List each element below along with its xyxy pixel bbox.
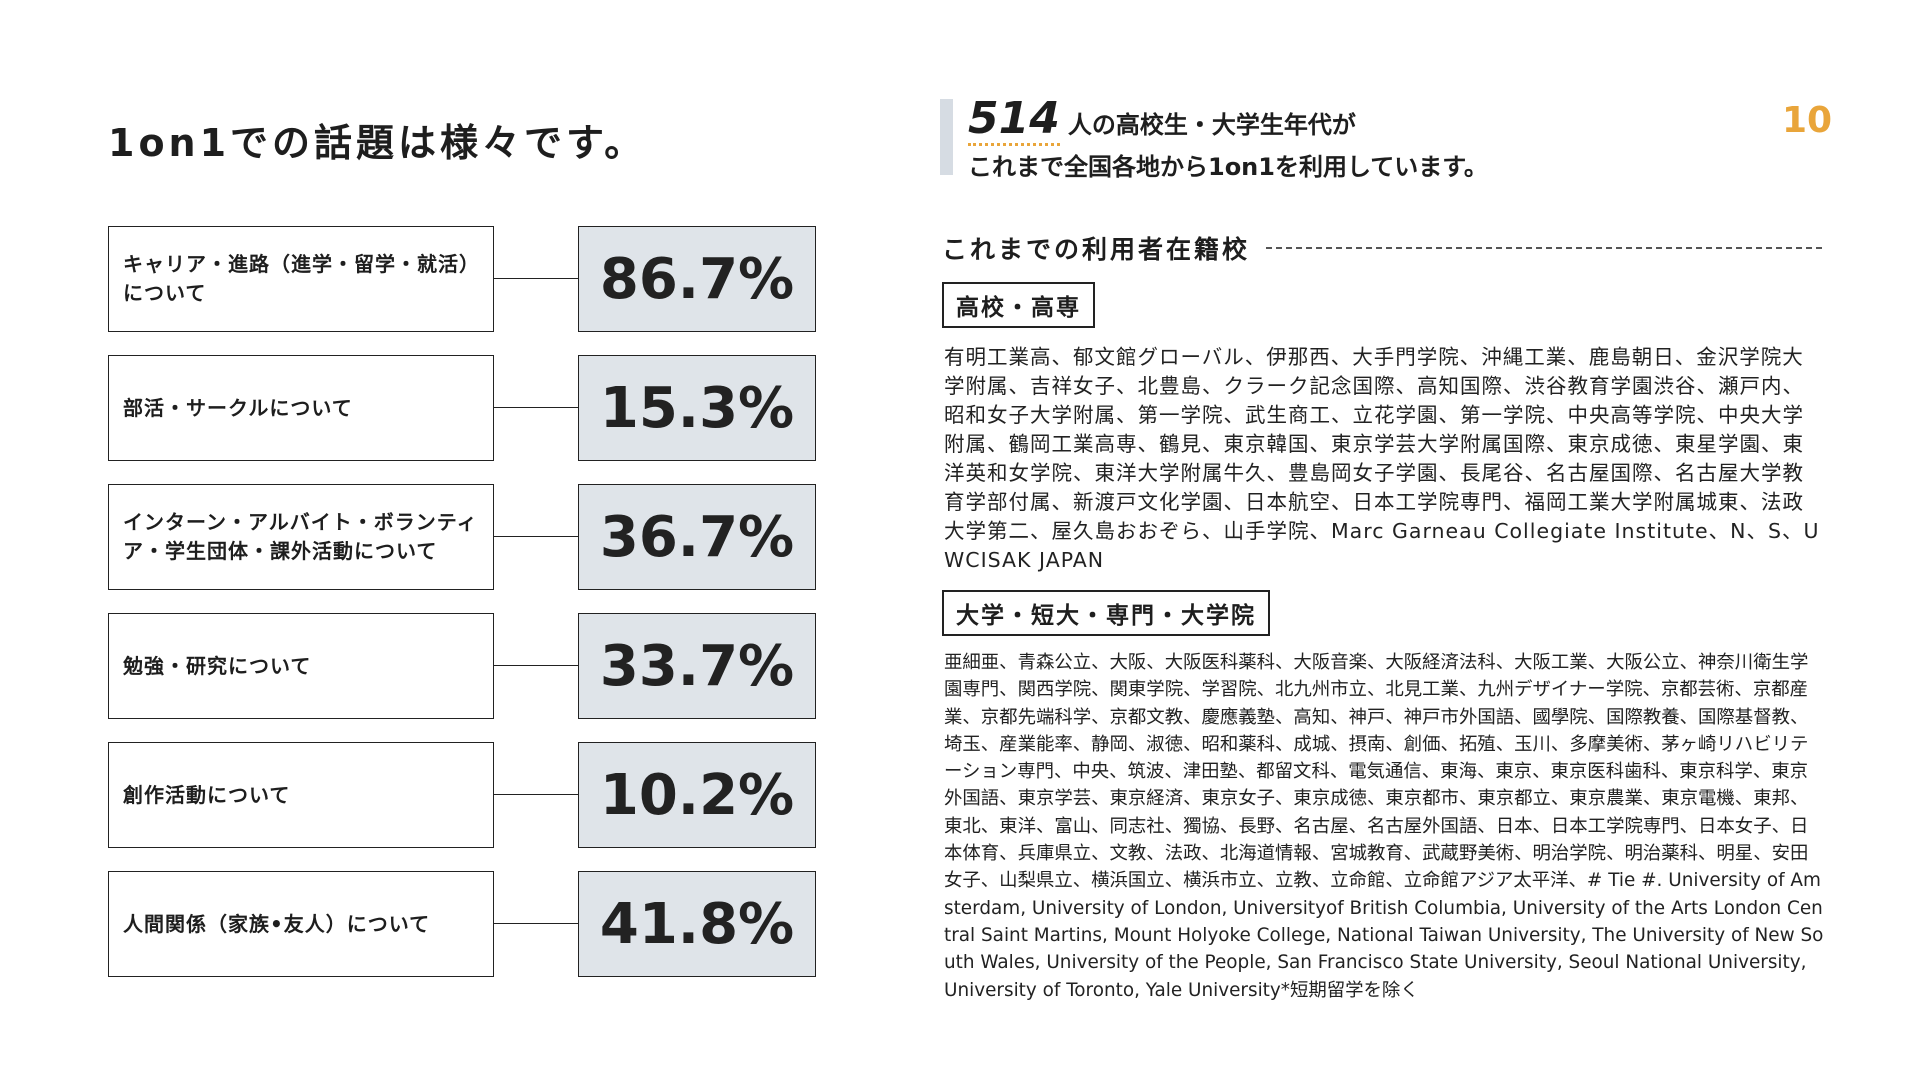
schools-heading-text: これまでの利用者在籍校 (942, 235, 1251, 264)
summary-text: 人の高校生・大学生年代が (1067, 111, 1356, 139)
topic-row-relationships: 人間関係（家族•友人）について 41.8% (108, 871, 816, 979)
topic-label: 創作活動について (108, 742, 494, 848)
topic-label: 勉強・研究について (108, 613, 494, 719)
page-title: 1on1での話題は様々です。 (108, 121, 647, 165)
topic-percentage: 10.2% (578, 742, 816, 848)
connector-line (494, 665, 578, 666)
dashed-divider (1266, 247, 1822, 249)
summary-text: これまで全国各地から1on1を利用しています。 (968, 153, 1488, 181)
topic-row-study: 勉強・研究について 33.7% (108, 613, 816, 721)
topic-percentage: 36.7% (578, 484, 816, 590)
page-number: 10 (1782, 100, 1833, 141)
user-count: 514 (968, 93, 1060, 146)
connector-line (494, 407, 578, 408)
topic-row-club: 部活・サークルについて 15.3% (108, 355, 816, 463)
high-school-list: 有明工業高、郁文館グローバル、伊那西、大手門学院、沖縄工業、鹿島朝日、金沢学院大… (944, 345, 1820, 572)
topic-percentage: 86.7% (578, 226, 816, 332)
connector-line (494, 923, 578, 924)
topic-percentage: 15.3% (578, 355, 816, 461)
connector-line (494, 536, 578, 537)
university-label: 大学・短大・専門・大学院 (942, 590, 1270, 636)
schools-heading: これまでの利用者在籍校 (942, 230, 1822, 266)
topic-label: 部活・サークルについて (108, 355, 494, 461)
topic-label: 人間関係（家族•友人）について (108, 871, 494, 977)
high-school-label: 高校・高専 (942, 282, 1095, 328)
topic-row-extracurricular: インターン・アルバイト・ボランティア・学生団体・課外活動について 36.7% (108, 484, 816, 592)
topic-percentage: 41.8% (578, 871, 816, 977)
connector-line (494, 794, 578, 795)
topic-label: キャリア・進路（進学・留学・就活）について (108, 226, 494, 332)
summary-line: 514 人の高校生・大学生年代が (968, 97, 1356, 146)
topic-list: キャリア・進路（進学・留学・就活）について 86.7% 部活・サークルについて … (108, 226, 816, 1000)
topic-row-career: キャリア・進路（進学・留学・就活）について 86.7% (108, 226, 816, 334)
topic-row-creative: 創作活動について 10.2% (108, 742, 816, 850)
topic-percentage: 33.7% (578, 613, 816, 719)
accent-bar (940, 99, 953, 175)
topic-label: インターン・アルバイト・ボランティア・学生団体・課外活動について (108, 484, 494, 590)
university-list: 亜細亜、青森公立、大阪、大阪医科薬科、大阪音楽、大阪経済法科、大阪工業、大阪公立… (944, 652, 1824, 1001)
connector-line (494, 278, 578, 279)
